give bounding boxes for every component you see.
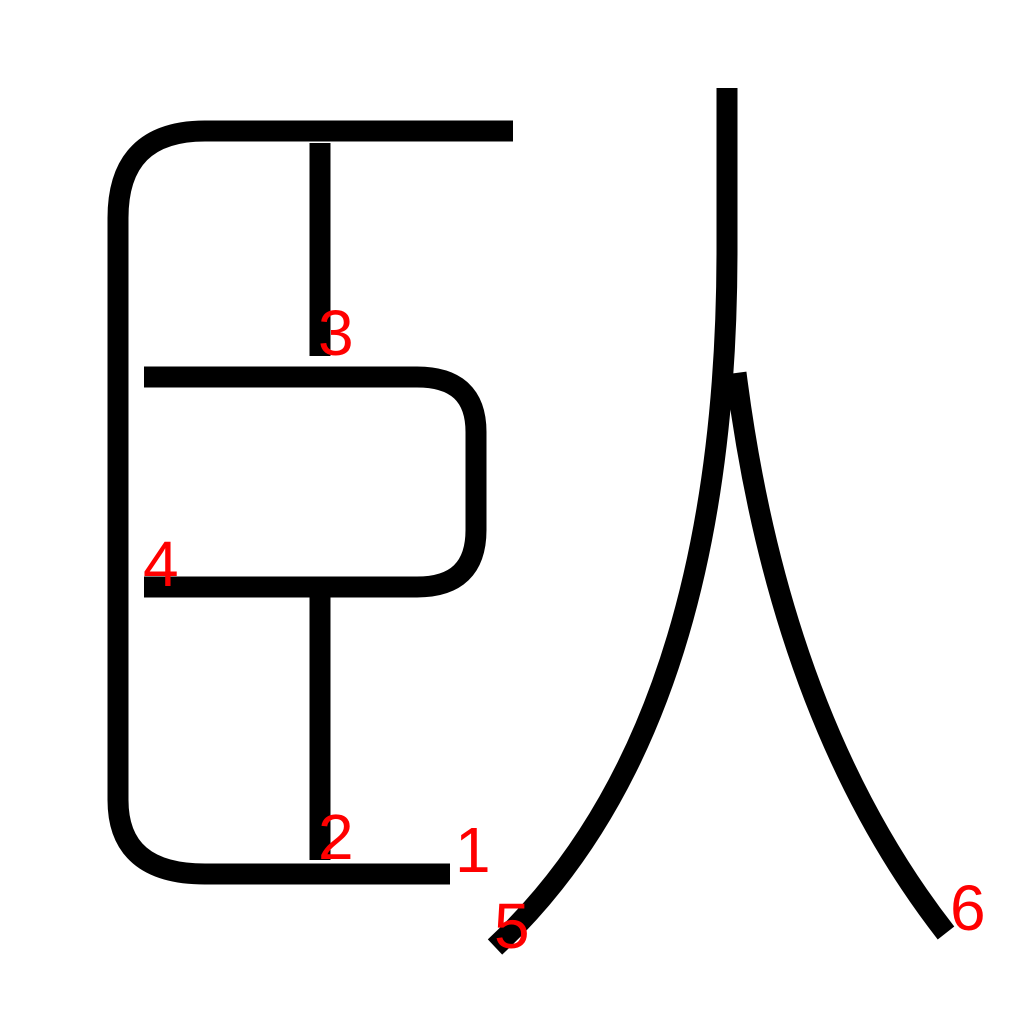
stroke-4 <box>144 366 487 598</box>
stroke-number-4: 4 <box>143 528 179 600</box>
stroke-1 <box>107 120 513 885</box>
stroke-number-2: 2 <box>318 801 354 873</box>
stroke-number-5: 5 <box>494 890 530 962</box>
stroke-5 <box>487 88 738 955</box>
stroke-6 <box>725 371 955 940</box>
stroke-number-6: 6 <box>950 872 986 944</box>
stroke-number-1: 1 <box>455 814 491 886</box>
stroke-number-3: 3 <box>318 297 354 369</box>
